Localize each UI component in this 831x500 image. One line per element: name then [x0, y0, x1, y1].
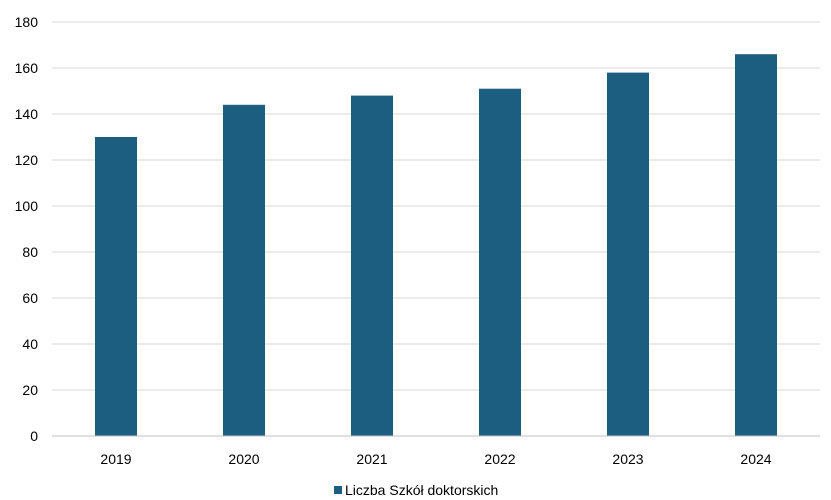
bar-2019 — [95, 137, 137, 436]
x-axis-ticks: 2019 2020 2021 2022 2023 2024 — [100, 451, 771, 467]
x-tick-label: 2020 — [228, 451, 259, 467]
bar-2023 — [607, 72, 649, 436]
y-tick-label: 120 — [15, 152, 39, 168]
y-tick-label: 0 — [30, 428, 38, 444]
gridlines — [52, 21, 820, 391]
bars — [95, 54, 777, 437]
x-tick-label: 2021 — [356, 451, 387, 467]
bar-2020 — [223, 104, 265, 437]
y-axis-ticks: 0 20 40 60 80 100 120 140 160 180 — [15, 14, 39, 444]
legend-swatch — [334, 486, 342, 494]
bar-2024 — [735, 54, 777, 436]
y-tick-label: 80 — [22, 244, 38, 260]
legend: Liczba Szkół doktorskich — [334, 482, 498, 498]
x-tick-label: 2024 — [740, 451, 771, 467]
y-tick-label: 40 — [22, 336, 38, 352]
y-tick-label: 20 — [22, 382, 38, 398]
y-tick-label: 180 — [15, 14, 39, 30]
y-tick-label: 60 — [22, 290, 38, 306]
legend-label: Liczba Szkół doktorskich — [345, 482, 498, 498]
y-tick-label: 160 — [15, 60, 39, 76]
bar-2021 — [351, 95, 393, 436]
x-tick-label: 2023 — [612, 451, 643, 467]
x-tick-label: 2019 — [100, 451, 131, 467]
y-tick-label: 100 — [15, 198, 39, 214]
y-tick-label: 140 — [15, 106, 39, 122]
x-tick-label: 2022 — [484, 451, 515, 467]
bar-2022 — [479, 88, 521, 436]
